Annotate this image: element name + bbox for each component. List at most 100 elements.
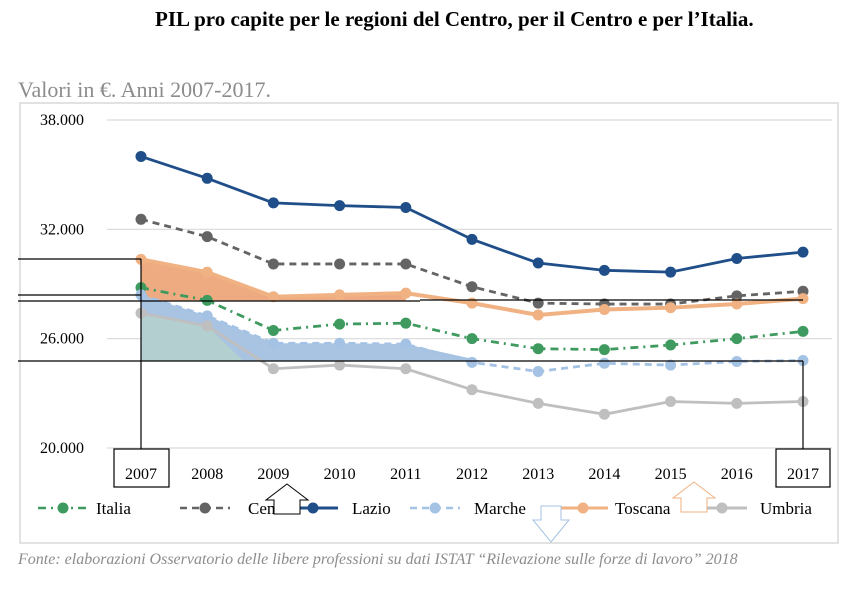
data-point: [400, 201, 412, 213]
legend-item-italia: Italia: [38, 499, 131, 518]
data-point: [598, 264, 610, 276]
data-point: [731, 290, 743, 302]
data-point: [201, 172, 213, 184]
data-point: [665, 359, 677, 371]
legend-marker: [429, 502, 441, 514]
data-point: [267, 363, 279, 375]
data-point: [466, 297, 478, 309]
legend-item-marche: Marche: [410, 499, 526, 518]
x-tick-label: 2015: [655, 466, 687, 483]
series-umbria: [135, 307, 809, 420]
data-point: [731, 397, 743, 409]
data-point: [598, 344, 610, 356]
y-tick-label: 20.000: [40, 440, 84, 457]
data-point: [466, 356, 478, 368]
data-point: [466, 333, 478, 345]
x-tick-label: 2017: [787, 466, 819, 483]
data-point: [201, 320, 213, 332]
data-point: [334, 337, 346, 349]
data-point: [665, 266, 677, 278]
data-point: [334, 359, 346, 371]
chart-subtitle: Valori in €. Anni 2007-2017.: [18, 77, 271, 102]
data-point: [665, 302, 677, 314]
highlight-box-2007: [113, 448, 170, 488]
data-point: [532, 397, 544, 409]
x-tick-label: 2008: [191, 466, 223, 483]
data-point: [267, 197, 279, 209]
legend-item-umbria: Umbria: [697, 499, 812, 518]
data-point: [797, 246, 809, 258]
data-point: [665, 339, 677, 351]
series-lazio: [135, 150, 809, 278]
data-point: [466, 384, 478, 396]
data-point: [201, 310, 213, 322]
data-point: [334, 258, 346, 270]
chart-title: PIL pro capite per le regioni del Centro…: [155, 7, 754, 31]
series-line: [140, 155, 804, 274]
data-point: [135, 213, 147, 225]
data-point: [731, 298, 743, 310]
source-note: Fonte: elaborazioni Osservatorio delle l…: [18, 551, 738, 568]
data-point: [797, 293, 809, 305]
legend-marker: [716, 502, 728, 514]
series-italia: [135, 282, 809, 356]
data-point: [135, 150, 147, 162]
legend-label: Italia: [96, 499, 131, 518]
data-point: [532, 257, 544, 269]
data-point: [400, 287, 412, 299]
up-arrow-icon: [264, 483, 310, 515]
plot-frame: [19, 102, 839, 544]
x-tick-label: 2011: [390, 466, 421, 483]
data-point: [466, 233, 478, 245]
data-point: [267, 258, 279, 270]
data-point: [598, 357, 610, 369]
data-point: [665, 396, 677, 408]
data-point: [267, 324, 279, 336]
legend-item-toscana: Toscana: [558, 499, 671, 518]
data-point: [532, 309, 544, 321]
legend-item-lazio: Lazio: [288, 499, 391, 518]
data-point: [598, 304, 610, 316]
data-point: [267, 291, 279, 303]
x-tick-label: 2013: [522, 466, 554, 483]
data-point: [532, 365, 544, 377]
highlight-box-2017: [775, 448, 831, 488]
y-tick-label: 26.000: [40, 331, 84, 348]
data-point: [334, 289, 346, 301]
legend-label: Umbria: [760, 499, 812, 518]
data-point: [201, 266, 213, 278]
data-point: [400, 258, 412, 270]
data-point: [400, 317, 412, 329]
data-point: [267, 337, 279, 349]
x-tick-label: 2012: [456, 466, 488, 483]
data-point: [466, 281, 478, 293]
y-tick-label: 38.000: [40, 112, 84, 129]
legend-label: Toscana: [615, 499, 671, 518]
series-toscana: [135, 253, 809, 321]
data-point: [731, 252, 743, 264]
x-tick-label: 2014: [588, 466, 620, 483]
legend-marker: [199, 502, 211, 514]
data-point: [731, 333, 743, 345]
toscana-area-fill: [141, 259, 406, 301]
data-point: [400, 363, 412, 375]
x-tick-label: 2009: [257, 466, 289, 483]
x-tick-label: 2016: [721, 466, 753, 483]
x-tick-label: 2007: [125, 466, 157, 483]
data-point: [598, 408, 610, 420]
data-point: [201, 231, 213, 243]
data-point: [532, 297, 544, 309]
x-tick-label: 2010: [324, 466, 356, 483]
data-point: [532, 343, 544, 355]
legend-marker: [577, 502, 589, 514]
legend-marker: [57, 502, 69, 514]
legend-label: Lazio: [352, 499, 391, 518]
legend-label: Marche: [474, 499, 526, 518]
data-point: [797, 325, 809, 337]
data-point: [400, 338, 412, 350]
y-tick-label: 32.000: [40, 221, 84, 238]
data-point: [334, 318, 346, 330]
umbria-area-fill: [141, 313, 244, 361]
